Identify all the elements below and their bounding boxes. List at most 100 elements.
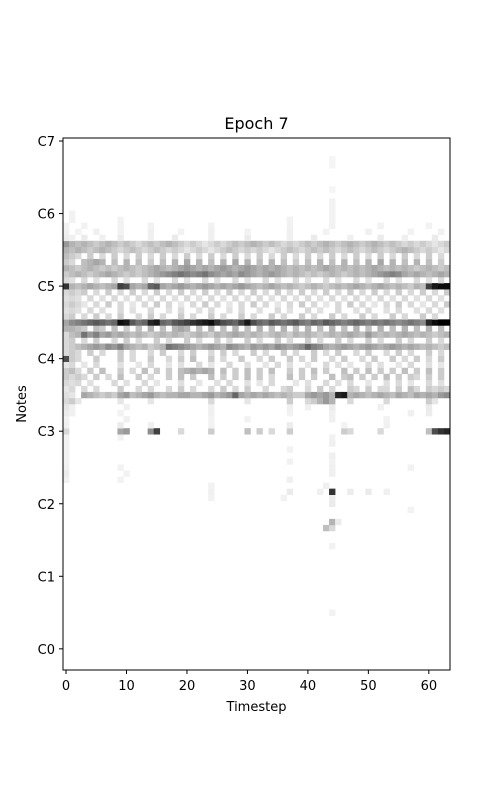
heatmap-cell [365,277,372,284]
heatmap-cell [147,373,155,381]
heatmap-cell [196,337,203,344]
heatmap-cell [147,355,155,362]
heatmap-cell [232,391,239,399]
heatmap-cell [437,258,445,266]
heatmap-cell [323,264,330,272]
heatmap-cell [292,349,300,356]
heatmap-cell [117,319,124,326]
heatmap-cell [274,361,281,369]
heatmap-cell [220,246,227,254]
heatmap-cell [63,228,70,236]
heatmap-cell [413,252,421,260]
heatmap-cell [63,416,70,423]
heatmap-cell [208,246,215,254]
heatmap-cell [310,343,318,350]
heatmap-cell [329,440,336,447]
heatmap-cell [63,240,70,248]
heatmap-cell [323,301,330,308]
heatmap-cell [183,391,191,399]
heatmap-cell [443,385,451,393]
heatmap-cell [244,228,251,236]
heatmap-cell [159,325,167,332]
heatmap-cell [63,313,70,320]
heatmap-cell [153,289,161,296]
heatmap-cell [63,440,70,447]
heatmap-cell [298,240,306,248]
heatmap-cell [292,240,300,248]
heatmap-cell [99,391,106,399]
heatmap-cell [268,258,275,266]
heatmap-cell [437,283,445,290]
heatmap-cell [226,391,233,399]
heatmap-cell [196,295,203,302]
heatmap-cell [159,349,167,356]
heatmap-cell [208,385,215,393]
heatmap-cell [105,313,112,320]
heatmap-cell [129,355,136,362]
heatmap-cell [99,258,106,266]
heatmap-cell [208,428,215,435]
heatmap-cell [220,343,227,350]
heatmap-cell [347,488,354,495]
heatmap-cell [395,391,402,399]
heatmap-cell [310,301,318,308]
heatmap-cell [75,271,82,278]
heatmap-cell [395,373,402,381]
heatmap-cell [365,385,372,393]
heatmap-cell [171,319,179,326]
heatmap-cell [75,367,82,375]
heatmap-cell [63,271,70,278]
heatmap-cell [256,283,263,290]
heatmap-cell [87,349,94,356]
heatmap-cell [304,343,312,350]
heatmap-cell [335,271,342,278]
heatmap-cell [353,271,360,278]
heatmap-cell [365,246,372,254]
heatmap-cell [147,271,155,278]
heatmap-cell [395,283,402,290]
heatmap-cell [93,264,100,272]
heatmap-cell [208,349,215,356]
heatmap-cell [365,343,372,350]
heatmap-cell [341,373,348,381]
heatmap-cell [141,331,148,338]
y-axis-ticks: C0 C1 C2 C3 C4 C5 C6 C7 [38,135,63,658]
heatmap-cell [63,295,70,302]
heatmap-cell [250,349,257,356]
heatmap-cell [323,349,330,356]
heatmap-cell [153,343,161,350]
heatmap-cell [159,391,167,399]
heatmap-cell [135,264,142,272]
heatmap-cell [214,391,221,399]
heatmap-cell [111,325,118,332]
heatmap-cell [401,271,408,278]
heatmap-cell [371,246,378,254]
heatmap-cell [389,331,396,338]
heatmap-cell [413,391,421,399]
heatmap-cell [304,319,312,326]
heatmap-cell [353,295,360,302]
heatmap-cell [141,391,148,399]
heatmap-cell [226,271,233,278]
heatmap-cell [347,289,354,296]
heatmap-cell [117,289,124,296]
heatmap-cell [401,343,408,350]
heatmap-cell [347,271,354,278]
heatmap-cell [202,367,209,375]
heatmap-cell [244,367,251,375]
heatmap-cell [431,397,439,405]
heatmap-cell [323,240,330,248]
heatmap-cell [274,331,281,338]
heatmap-cell [69,258,76,266]
heatmap-cell [335,301,342,308]
heatmap-cell [244,240,251,248]
heatmap-cell [189,240,197,248]
heatmap-cell [208,234,215,242]
heatmap-cell [189,289,197,296]
heatmap-cell [63,428,70,435]
heatmap-cell [286,307,294,314]
heatmap-cell [407,385,415,393]
heatmap-cell [401,325,408,332]
heatmap-cell [371,319,378,326]
heatmap-cell [304,283,312,290]
